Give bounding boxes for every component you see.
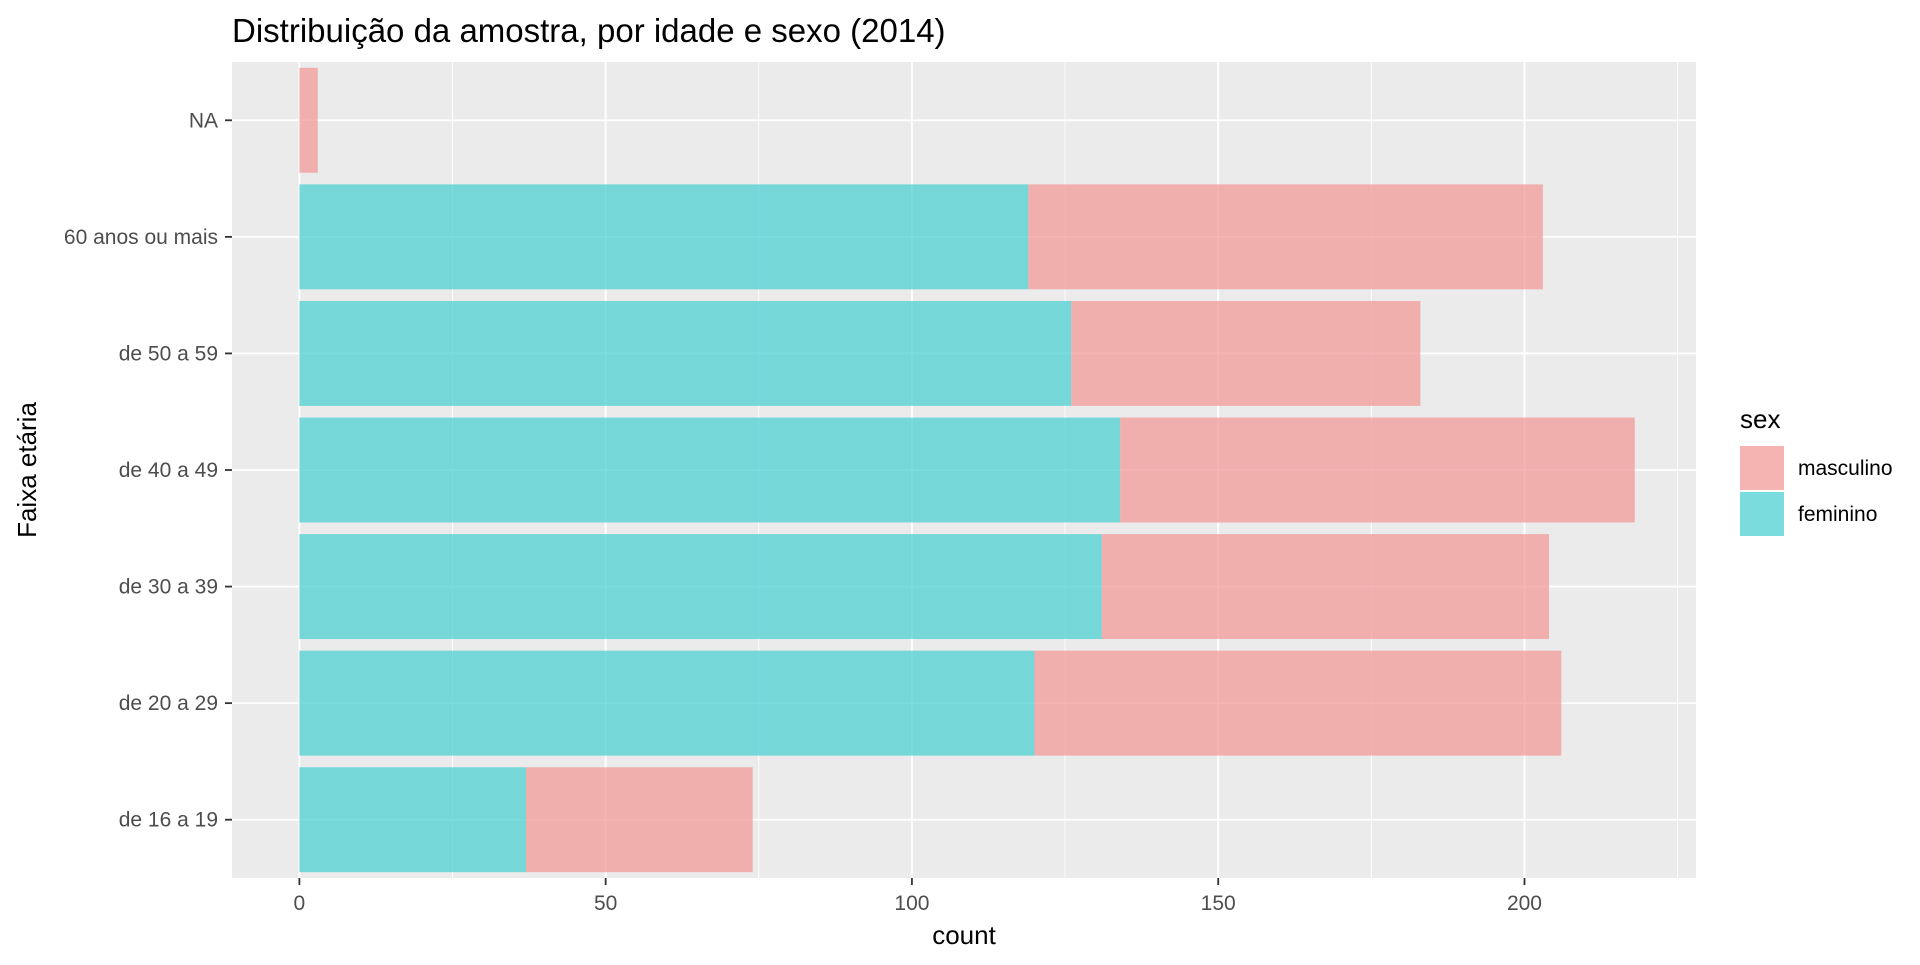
bar-masculino — [299, 67, 318, 173]
bar-feminino — [299, 650, 1035, 756]
bar-feminino — [299, 184, 1029, 290]
x-tick-label: 150 — [1201, 892, 1236, 915]
bar-masculino — [1028, 184, 1543, 290]
bar-masculino — [526, 767, 753, 873]
bar-feminino — [299, 300, 1072, 406]
legend-label: feminino — [1798, 503, 1877, 526]
bar-feminino — [299, 767, 527, 873]
bar-masculino — [1101, 534, 1549, 640]
bar-feminino — [299, 534, 1102, 640]
x-axis: 0 50 100 150 200 — [294, 878, 1542, 915]
y-tick-label: de 50 a 59 — [119, 342, 218, 365]
legend-swatch-masculino — [1740, 446, 1784, 490]
chart-title: Distribuição da amostra, por idade e sex… — [232, 12, 946, 49]
x-axis-title: count — [932, 920, 996, 950]
x-tick-label: 50 — [594, 892, 617, 915]
bar-masculino — [1120, 417, 1635, 523]
legend-title: sex — [1740, 404, 1780, 434]
bars-group — [299, 67, 1635, 873]
legend-entries: masculino feminino — [1740, 446, 1893, 536]
legend-label: masculino — [1798, 457, 1893, 480]
x-tick-label: 0 — [294, 892, 306, 915]
bar-masculino — [1071, 300, 1421, 406]
bar-feminino — [299, 417, 1121, 523]
y-tick-label: de 20 a 29 — [119, 692, 218, 715]
y-tick-label: NA — [189, 109, 218, 132]
legend: sex masculino feminino — [1740, 404, 1893, 536]
x-tick-label: 100 — [894, 892, 929, 915]
legend-swatch-feminino — [1740, 492, 1784, 536]
bar-masculino — [1034, 650, 1562, 756]
y-tick-label: de 30 a 39 — [119, 576, 218, 599]
y-axis-title: Faixa etária — [12, 402, 42, 538]
y-tick-label: 60 anos ou mais — [64, 226, 218, 249]
y-axis: de 16 a 19 de 20 a 29 de 30 a 39 de 40 a 49… — [64, 109, 232, 832]
y-tick-label: de 16 a 19 — [119, 809, 218, 832]
y-tick-label: de 40 a 49 — [119, 459, 218, 482]
x-tick-label: 200 — [1507, 892, 1542, 915]
